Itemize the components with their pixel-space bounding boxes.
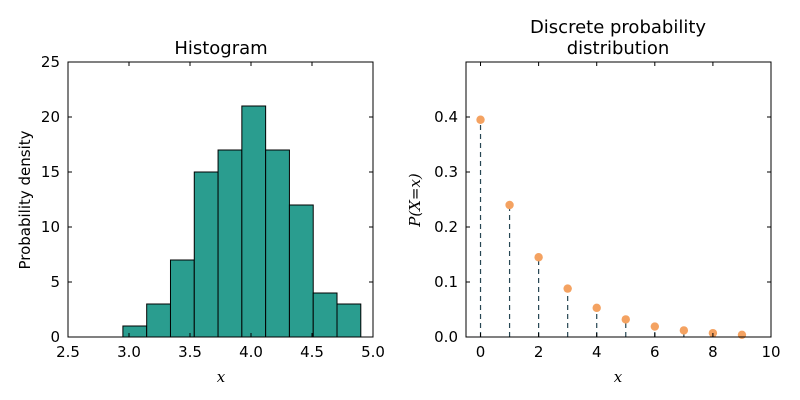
distribution-title-line1: Discrete probability (530, 17, 706, 38)
histogram-bar (312, 292, 338, 338)
y-tick-label: 10 (41, 218, 60, 236)
distribution-ticks: 0 2 4 6 8 10 0.0 0.1 0.2 0.3 0.4 (434, 62, 781, 361)
histogram-bar (265, 149, 290, 338)
probability-point (679, 326, 689, 335)
distribution-frame (465, 61, 772, 338)
histogram-ylabel: Probability density (16, 130, 34, 269)
x-tick-label: 4.0 (239, 343, 263, 361)
x-tick-label: 2 (534, 343, 544, 361)
y-tick-label: 20 (41, 108, 60, 126)
x-tick-label: 10 (761, 343, 780, 361)
histogram-title: Histogram (174, 38, 267, 59)
distribution-xlabel: x (614, 368, 623, 386)
histogram-bar (288, 204, 314, 338)
probability-point (737, 330, 747, 339)
histogram-bar (193, 171, 219, 338)
y-tick-label: 0.4 (434, 108, 458, 126)
y-tick-label: 0.0 (434, 328, 458, 346)
histogram-bar (336, 303, 362, 338)
y-tick-label: 25 (41, 53, 60, 71)
y-tick-label: 15 (41, 163, 60, 181)
histogram-chart: Histogram 2.5 3.0 3.5 4.0 4.5 5.0 0 5 10 15 20 25 P… (16, 38, 385, 386)
distribution-marks (476, 115, 747, 339)
probability-point (534, 253, 543, 262)
y-tick-label: 0 (50, 328, 60, 346)
x-tick-label: 4 (592, 343, 602, 361)
histogram-bars (122, 105, 362, 338)
x-tick-label: 0 (476, 343, 486, 361)
y-tick-label: 0.3 (434, 163, 458, 181)
x-tick-label: 3.5 (178, 343, 202, 361)
distribution-ylabel: P(X=x) (406, 173, 424, 228)
histogram-bar (146, 303, 171, 338)
x-tick-label: 8 (708, 343, 718, 361)
x-tick-label: 5.0 (361, 343, 385, 361)
histogram-bar (122, 325, 148, 338)
distribution-chart: Discrete probability distribution 0 2 4 6 8 1… (406, 17, 781, 386)
histogram-frame (67, 61, 374, 338)
probability-point (563, 284, 572, 293)
probability-point (505, 200, 514, 210)
y-tick-label: 0.2 (434, 218, 458, 236)
histogram-bar (241, 105, 267, 338)
distribution-title-line2: distribution (567, 38, 670, 59)
y-tick-label: 0.1 (434, 273, 458, 291)
y-tick-label: 5 (50, 273, 60, 291)
x-tick-label: 2.5 (56, 343, 80, 361)
histogram-bar (169, 259, 195, 338)
probability-point (650, 322, 660, 331)
histogram-xlabel: x (217, 368, 226, 386)
x-tick-label: 3.0 (117, 343, 141, 361)
probability-point (621, 315, 630, 324)
probability-point (592, 303, 601, 313)
probability-point (476, 115, 485, 124)
histogram-bar (217, 149, 243, 338)
x-tick-label: 4.5 (300, 343, 324, 361)
x-tick-label: 6 (650, 343, 660, 361)
histogram-ticks: 2.5 3.0 3.5 4.0 4.5 5.0 0 5 10 15 20 25 (41, 53, 385, 361)
